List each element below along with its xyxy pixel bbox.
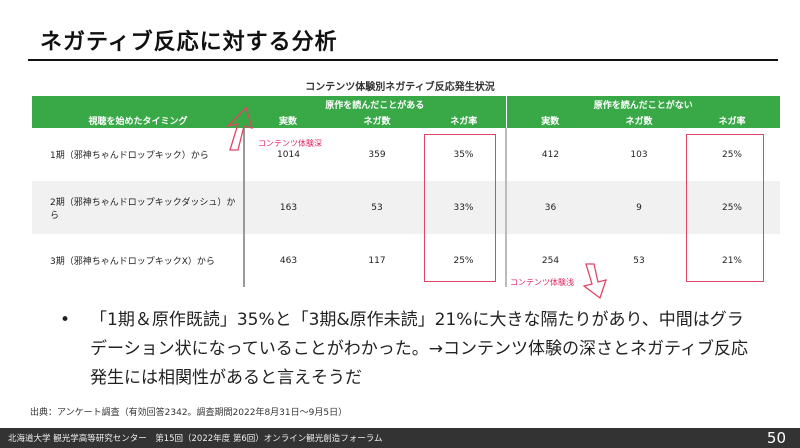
source-note: 出典：アンケート調査（有効回答2342。調査期間2022年8月31日〜9月5日）: [30, 408, 348, 418]
slide-title: ネガティブ反応に対する分析: [40, 30, 338, 55]
table-cell: 25%: [422, 234, 507, 287]
table-row: 1期（邪神ちゃんドロップキック）から 1014 359 35% 412 103 …: [32, 128, 780, 181]
title-rule: [28, 59, 778, 61]
row-label: 2期（邪神ちゃんドロップキックダッシュ）から: [32, 181, 245, 234]
group-header-unread: 原作を読んだことがない: [506, 96, 780, 112]
row-label: 3期（邪神ちゃんドロップキックX）から: [32, 234, 245, 287]
row-label: 1期（邪神ちゃんドロップキック）から: [32, 128, 245, 181]
bullet-point: • 「1期＆原作既読」35%と「3期&原作未読」21%に大きな隔たりがあり、中間…: [60, 306, 760, 393]
col-header: 実数: [244, 112, 332, 128]
table-caption: コンテンツ体験別ネガティブ反応発生状況: [305, 82, 495, 93]
bullet-text: 「1期＆原作既読」35%と「3期&原作未読」21%に大きな隔たりがあり、中間はグ…: [90, 310, 749, 388]
table-cell: 33%: [422, 181, 507, 234]
table-cell: 412: [506, 128, 594, 181]
bullet-marker: •: [60, 310, 71, 330]
table-cell: 25%: [684, 128, 780, 181]
row-header-timing: 視聴を始めたタイミング: [32, 112, 244, 128]
col-header: ネガ率: [422, 112, 507, 128]
table-cell: 53: [332, 181, 422, 234]
col-header: ネガ数: [332, 112, 422, 128]
highlight-box-unread-nega-rate: [686, 134, 764, 282]
col-header: 実数: [506, 112, 594, 128]
table-cell: 36: [506, 181, 594, 234]
table-cell: 53: [594, 234, 684, 287]
table-cell: 103: [594, 128, 684, 181]
group-header-read: 原作を読んだことがある: [244, 96, 507, 112]
table-cell: 25%: [684, 181, 780, 234]
highlight-box-read-nega-rate: [424, 134, 496, 282]
col-header: ネガ率: [684, 112, 780, 128]
header-blank: [32, 96, 244, 112]
arrow-down-icon: [582, 263, 607, 300]
data-table: 原作を読んだことがある 原作を読んだことがない 視聴を始めたタイミング 実数 ネ…: [32, 96, 780, 287]
table-cell: 163: [244, 181, 332, 234]
table-cell: 463: [244, 234, 332, 287]
footer-text: 北海道大学 観光学高等研究センター 第15回（2022年度 第6回）オンライン観…: [8, 434, 383, 444]
table-cell: 9: [594, 181, 684, 234]
table-cell: 1014: [244, 128, 332, 181]
table-cell: 359: [332, 128, 422, 181]
table-row: 2期（邪神ちゃんドロップキックダッシュ）から 163 53 33% 36 9 2…: [32, 181, 780, 234]
table-cell: 21%: [684, 234, 780, 287]
arrow-up-icon: [226, 106, 253, 151]
annotation-shallow: コンテンツ体験浅: [510, 278, 574, 287]
group-header-row: 原作を読んだことがある 原作を読んだことがない: [32, 96, 780, 112]
table-cell: 35%: [422, 128, 507, 181]
col-header: ネガ数: [594, 112, 684, 128]
table-cell: 117: [332, 234, 422, 287]
table-cell: 254: [506, 234, 594, 287]
column-header-row: 視聴を始めたタイミング 実数 ネガ数 ネガ率 実数 ネガ数 ネガ率: [32, 112, 780, 128]
footer-bar: 北海道大学 観光学高等研究センター 第15回（2022年度 第6回）オンライン観…: [0, 428, 800, 448]
table-row: 3期（邪神ちゃんドロップキックX）から 463 117 25% 254 53 2…: [32, 234, 780, 287]
page-number: 50: [766, 429, 786, 447]
annotation-deep: コンテンツ体験深: [258, 139, 322, 148]
